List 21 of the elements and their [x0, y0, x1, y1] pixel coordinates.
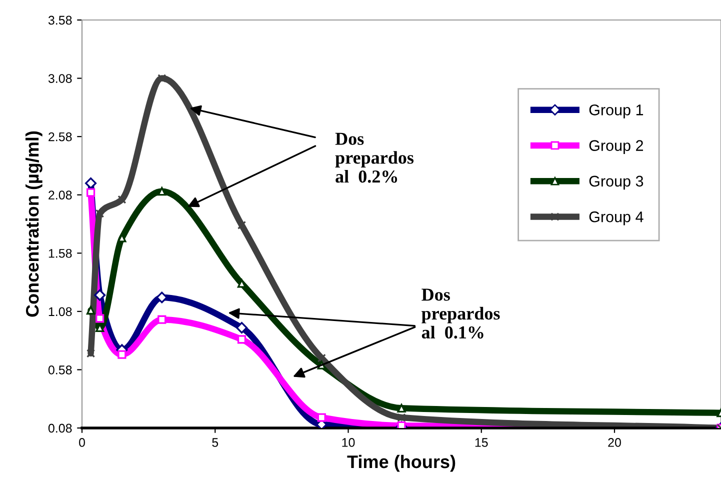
- x-tick-label: 10: [342, 438, 355, 447]
- x-tick-label: 15: [475, 438, 488, 447]
- y-tick-label: 3.08: [48, 74, 72, 83]
- x-tick-label: 5: [212, 438, 218, 447]
- annotation: Dos prepardos al 0.2%: [335, 132, 414, 183]
- y-axis-title: Concentration (µg/ml): [25, 131, 42, 317]
- y-tick-label: 2.08: [48, 190, 72, 200]
- legend-label: Group 3: [589, 176, 644, 190]
- x-axis-title: Time (hours): [347, 454, 456, 472]
- y-tick-label: 2.58: [48, 132, 72, 142]
- x-tick-label: 0: [79, 438, 85, 447]
- y-tick-label: 3.58: [48, 16, 72, 25]
- annotation: Dos prepardos al 0.1%: [422, 288, 500, 339]
- y-tick-label: 1.58: [48, 248, 72, 258]
- x-tick-label: 20: [608, 438, 621, 447]
- legend-label: Group 4: [589, 211, 644, 226]
- y-tick-label: 0.08: [48, 424, 72, 433]
- y-tick-label: 1.08: [48, 307, 72, 316]
- legend-label: Group 1: [589, 104, 644, 118]
- y-tick-label: 0.58: [48, 366, 72, 374]
- legend-label: Group 2: [589, 140, 644, 154]
